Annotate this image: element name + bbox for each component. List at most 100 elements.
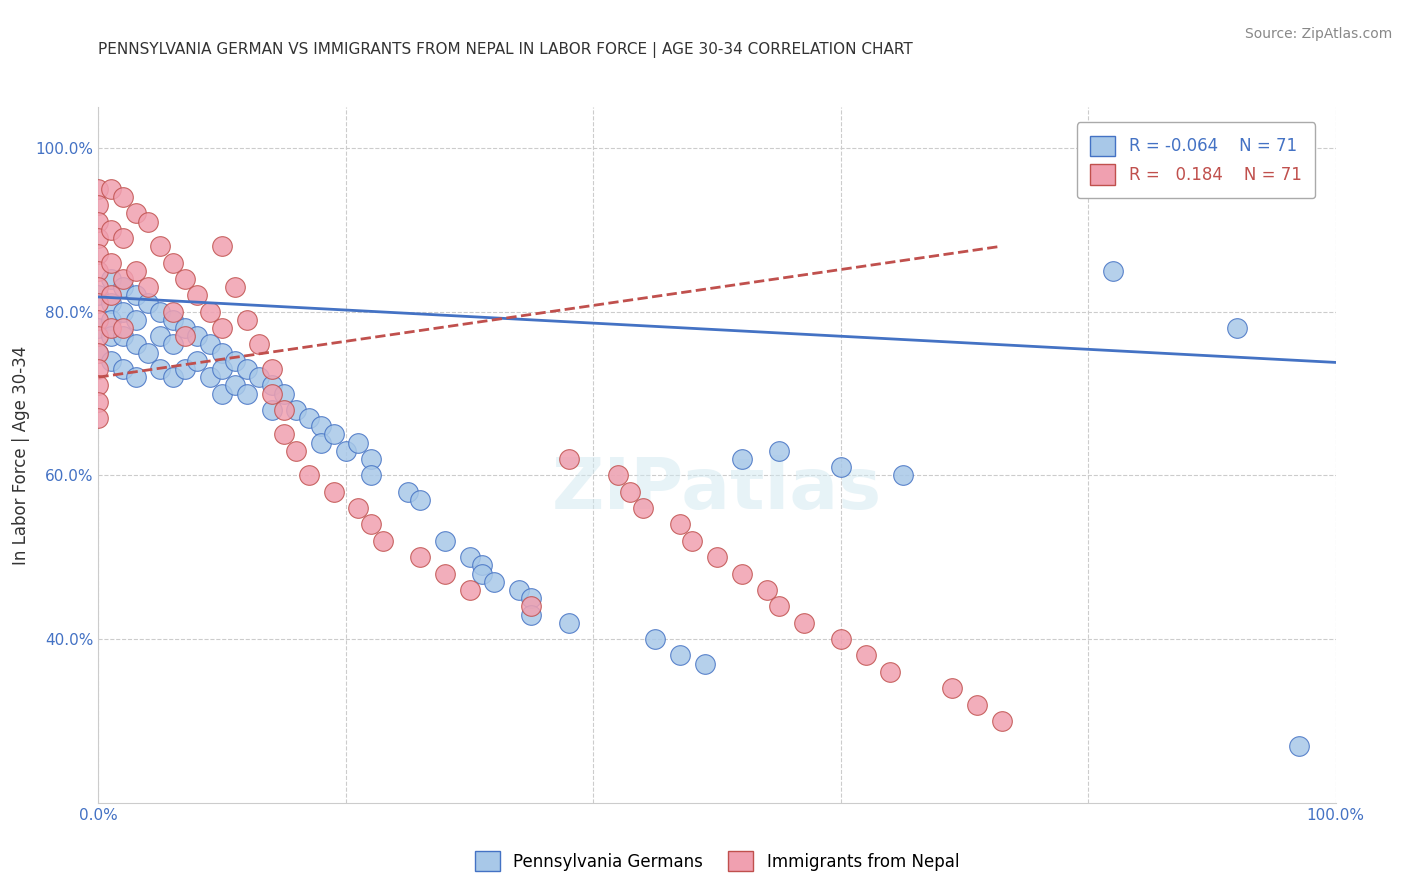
Point: [124, 313, 146, 327]
Text: Source: ZipAtlas.com: Source: ZipAtlas.com: [1244, 27, 1392, 41]
Point: [87, 411, 110, 425]
Point: [260, 378, 283, 392]
Point: [224, 378, 246, 392]
Point: [285, 403, 308, 417]
Point: [87, 214, 110, 228]
Point: [891, 468, 914, 483]
Point: [731, 452, 754, 467]
Point: [87, 231, 110, 245]
Point: [87, 288, 110, 302]
Point: [162, 313, 184, 327]
Point: [162, 370, 184, 384]
Point: [174, 362, 197, 376]
Text: PENNSYLVANIA GERMAN VS IMMIGRANTS FROM NEPAL IN LABOR FORCE | AGE 30-34 CORRELAT: PENNSYLVANIA GERMAN VS IMMIGRANTS FROM N…: [98, 42, 912, 58]
Point: [100, 353, 122, 368]
Point: [247, 337, 270, 351]
Point: [260, 386, 283, 401]
Point: [186, 329, 208, 343]
Point: [879, 665, 901, 679]
Legend: R = -0.064    N = 71, R =   0.184    N = 71: R = -0.064 N = 71, R = 0.184 N = 71: [1077, 122, 1315, 198]
Point: [174, 321, 197, 335]
Point: [224, 280, 246, 294]
Point: [669, 517, 692, 532]
Point: [87, 198, 110, 212]
Point: [100, 313, 122, 327]
Point: [1288, 739, 1310, 753]
Point: [136, 214, 159, 228]
Point: [87, 247, 110, 261]
Point: [236, 386, 259, 401]
Text: ZIPatlas: ZIPatlas: [553, 455, 882, 524]
Point: [360, 468, 382, 483]
Point: [966, 698, 988, 712]
Point: [87, 345, 110, 359]
Point: [793, 615, 815, 630]
Point: [260, 362, 283, 376]
Point: [347, 435, 370, 450]
Point: [298, 468, 321, 483]
Point: [755, 582, 778, 597]
Point: [87, 321, 110, 335]
Point: [149, 329, 172, 343]
Point: [186, 288, 208, 302]
Point: [112, 272, 135, 286]
Point: [335, 443, 357, 458]
Point: [409, 550, 432, 565]
Point: [236, 362, 259, 376]
Point: [112, 329, 135, 343]
Point: [211, 345, 233, 359]
Point: [1226, 321, 1249, 335]
Point: [87, 280, 110, 294]
Point: [706, 550, 728, 565]
Point: [347, 501, 370, 516]
Point: [149, 239, 172, 253]
Point: [360, 517, 382, 532]
Point: [174, 329, 197, 343]
Point: [520, 607, 543, 622]
Point: [273, 427, 295, 442]
Point: [731, 566, 754, 581]
Point: [87, 378, 110, 392]
Point: [112, 190, 135, 204]
Point: [607, 468, 630, 483]
Point: [309, 419, 332, 434]
Point: [124, 288, 146, 302]
Point: [211, 321, 233, 335]
Point: [285, 443, 308, 458]
Point: [260, 403, 283, 417]
Point: [557, 452, 579, 467]
Point: [124, 264, 146, 278]
Point: [124, 337, 146, 351]
Point: [211, 362, 233, 376]
Point: [87, 329, 110, 343]
Point: [322, 484, 344, 499]
Point: [186, 353, 208, 368]
Point: [87, 362, 110, 376]
Point: [631, 501, 654, 516]
Point: [112, 321, 135, 335]
Point: [112, 362, 135, 376]
Point: [1102, 264, 1125, 278]
Point: [681, 533, 703, 548]
Point: [520, 599, 543, 614]
Point: [100, 296, 122, 310]
Point: [693, 657, 716, 671]
Point: [162, 255, 184, 269]
Point: [768, 599, 790, 614]
Point: [322, 427, 344, 442]
Point: [855, 648, 877, 663]
Point: [830, 460, 852, 475]
Point: [100, 288, 122, 302]
Point: [458, 582, 481, 597]
Point: [508, 582, 530, 597]
Point: [211, 239, 233, 253]
Point: [409, 492, 432, 507]
Point: [100, 272, 122, 286]
Point: [360, 452, 382, 467]
Point: [211, 386, 233, 401]
Point: [162, 337, 184, 351]
Point: [198, 370, 221, 384]
Point: [87, 345, 110, 359]
Point: [100, 321, 122, 335]
Point: [198, 304, 221, 318]
